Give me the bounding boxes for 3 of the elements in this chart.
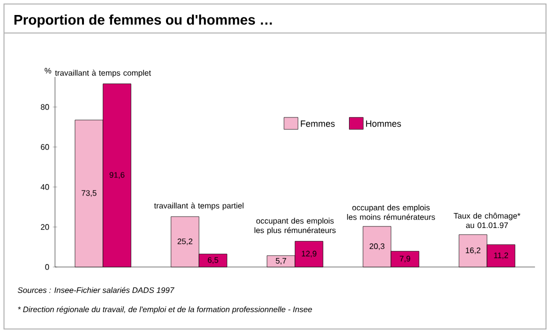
legend-label: Femmes xyxy=(300,120,335,127)
legend-label: Hommes xyxy=(366,120,401,127)
chart-title: Proportion de femmes ou d'hommes … xyxy=(14,14,272,28)
